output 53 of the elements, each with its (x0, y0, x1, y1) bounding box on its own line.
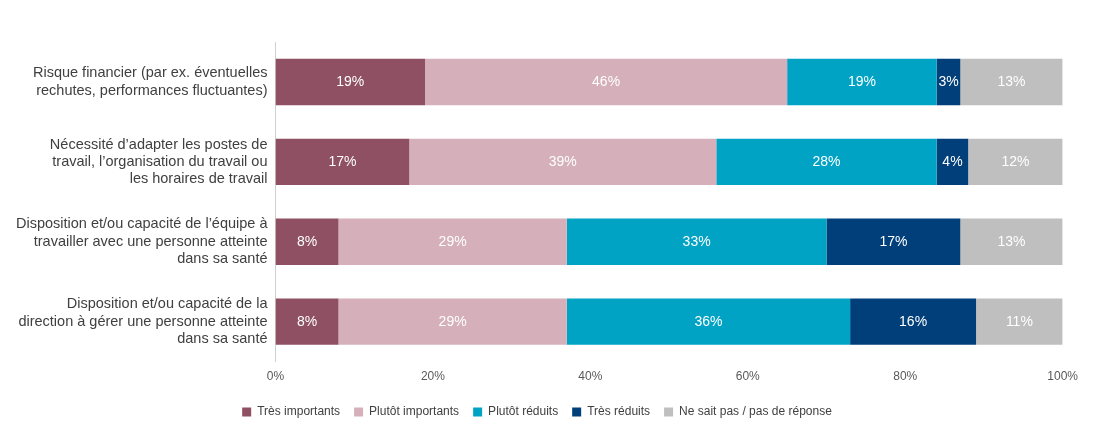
data-label: 17% (879, 232, 908, 249)
bar (338, 298, 567, 345)
bar (960, 58, 1063, 106)
bar (976, 298, 1063, 345)
legend-label: Plutôt importants (369, 404, 460, 419)
y-tick-label: Disposition et/ou capacité de l’équipe à travailler avec une personne atteinte dans sa santé (16, 215, 269, 267)
data-label: 13% (997, 72, 1026, 89)
data-label: 33% (682, 232, 711, 249)
bar (338, 218, 567, 265)
x-tick-label: 60% (735, 369, 761, 384)
bar (787, 58, 937, 106)
y-tick-label: Risque financier (par ex. éventuelles rechutes, performances fluctuantes) (32, 64, 268, 98)
legend-label: Très importants (257, 404, 341, 419)
data-label: 39% (548, 152, 577, 169)
bar (409, 138, 717, 186)
data-label: 13% (997, 232, 1026, 249)
data-label: 16% (899, 312, 928, 329)
y-tick-label: Disposition et/ou capacité de la direction à gérer une personne atteinte dans sa santé (18, 295, 269, 347)
data-label: 28% (812, 152, 841, 169)
data-label: 3% (938, 72, 959, 89)
data-label: 8% (296, 232, 318, 249)
legend-label: Très réduits (587, 404, 651, 419)
x-tick-label: 100% (1047, 369, 1079, 384)
y-tick-label: Nécessité d’adapter les postes de travail, l’organisation du travail ou les horaires de travail (49, 135, 268, 187)
bar (275, 138, 410, 186)
bar (960, 218, 1063, 265)
x-tick-label: 0% (266, 369, 285, 384)
data-label: 29% (438, 232, 467, 249)
data-label: 19% (336, 72, 365, 89)
bar (275, 218, 339, 265)
x-tick-label: 20% (420, 369, 446, 384)
data-label: 19% (847, 72, 876, 89)
legend-label: Plutôt réduits (488, 404, 559, 419)
x-tick-label: 40% (578, 369, 603, 384)
bar (566, 218, 827, 265)
bar (275, 58, 426, 106)
data-label: 46% (592, 72, 621, 89)
data-label: 8% (296, 312, 318, 329)
legend-label: Ne sait pas / pas de réponse (679, 404, 833, 419)
data-label: 36% (694, 312, 723, 329)
bar (826, 218, 961, 265)
data-label: 29% (438, 312, 467, 329)
bar (716, 138, 937, 186)
bar (275, 298, 339, 345)
bar (850, 298, 977, 345)
bar (425, 58, 788, 106)
x-tick-label: 80% (893, 369, 918, 384)
bar (566, 298, 851, 345)
data-label: 17% (328, 152, 357, 169)
bar (968, 138, 1063, 186)
data-label: 12% (1001, 152, 1030, 169)
data-label: 4% (942, 152, 963, 169)
data-label: 11% (1005, 312, 1033, 329)
